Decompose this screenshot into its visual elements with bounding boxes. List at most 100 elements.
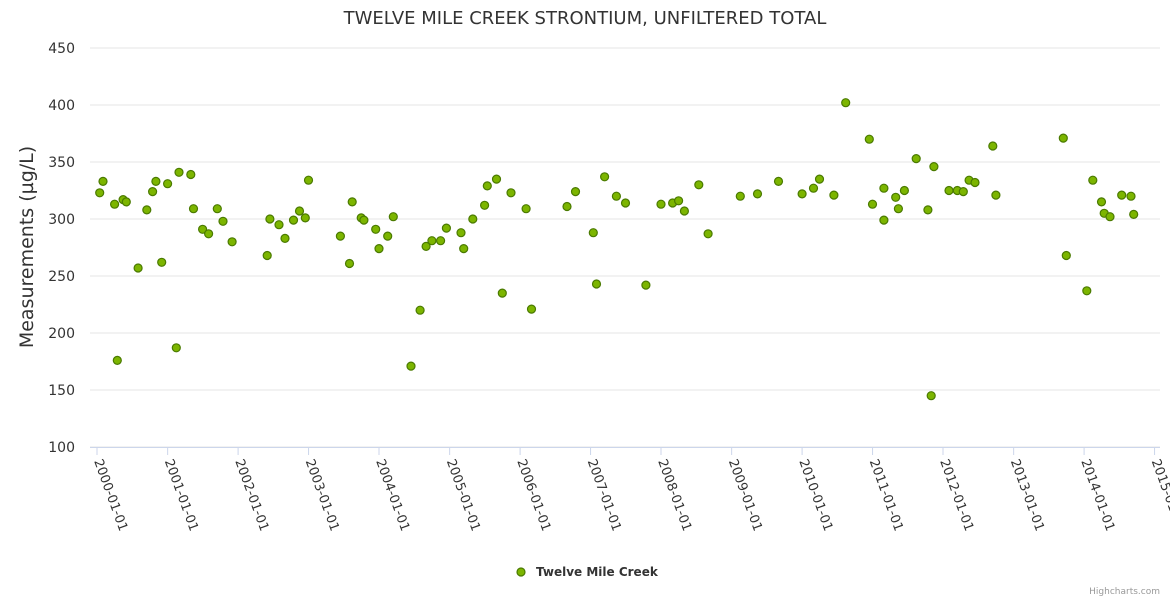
data-point[interactable] — [641, 280, 651, 290]
data-point[interactable] — [157, 257, 167, 267]
data-point[interactable] — [829, 190, 839, 200]
data-point[interactable] — [879, 215, 889, 225]
data-point[interactable] — [294, 206, 305, 216]
data-point[interactable] — [468, 214, 478, 224]
data-point[interactable] — [506, 188, 516, 198]
data-point[interactable] — [406, 361, 416, 371]
data-point[interactable] — [188, 204, 199, 214]
data-point[interactable] — [735, 191, 745, 201]
data-point[interactable] — [1129, 209, 1139, 219]
data-point[interactable] — [944, 185, 954, 196]
data-point[interactable] — [841, 98, 851, 108]
data-point[interactable] — [359, 215, 369, 225]
data-point[interactable] — [703, 229, 713, 239]
data-point[interactable] — [347, 197, 357, 207]
data-point[interactable] — [879, 183, 889, 193]
data-point[interactable] — [620, 198, 631, 208]
data-point[interactable] — [521, 204, 531, 214]
data-point[interactable] — [970, 177, 980, 188]
data-point[interactable] — [151, 176, 161, 186]
data-point[interactable] — [142, 205, 152, 215]
data-point[interactable] — [867, 199, 878, 209]
data-point[interactable] — [300, 213, 310, 223]
data-point[interactable] — [929, 162, 939, 172]
data-point[interactable] — [1096, 197, 1107, 207]
data-point[interactable] — [335, 231, 345, 241]
data-point[interactable] — [611, 191, 622, 201]
data-point[interactable] — [109, 199, 120, 209]
data-point[interactable] — [1082, 286, 1092, 296]
legend-label[interactable]: Twelve Mile Creek — [536, 565, 659, 579]
data-point[interactable] — [797, 189, 807, 199]
data-point[interactable] — [436, 236, 446, 246]
legend[interactable]: Twelve Mile Creek — [516, 565, 659, 579]
data-point[interactable] — [198, 224, 208, 234]
data-point[interactable] — [421, 241, 431, 251]
data-point[interactable] — [958, 187, 968, 197]
data-point[interactable] — [98, 176, 108, 186]
data-point[interactable] — [562, 201, 572, 212]
data-point[interactable] — [121, 197, 131, 207]
data-point[interactable] — [694, 180, 704, 190]
data-point[interactable] — [456, 228, 466, 238]
data-point[interactable] — [459, 244, 469, 254]
data-point[interactable] — [388, 212, 398, 222]
data-point[interactable] — [864, 134, 874, 144]
credits-link[interactable]: Highcharts.com — [1089, 587, 1160, 597]
data-point[interactable] — [599, 172, 610, 182]
data-point[interactable] — [673, 196, 684, 206]
data-point[interactable] — [773, 176, 784, 186]
data-point[interactable] — [926, 391, 936, 401]
data-point[interactable] — [679, 206, 690, 216]
data-point[interactable] — [133, 263, 143, 273]
data-point[interactable] — [480, 200, 490, 210]
data-point[interactable] — [1117, 190, 1127, 200]
data-point[interactable] — [591, 279, 602, 289]
data-point[interactable] — [497, 288, 507, 298]
data-point[interactable] — [371, 224, 381, 234]
data-point[interactable] — [218, 216, 228, 226]
data-point[interactable] — [95, 188, 105, 198]
data-point[interactable] — [174, 167, 184, 177]
data-point[interactable] — [262, 250, 272, 261]
data-point[interactable] — [911, 154, 921, 164]
data-point[interactable] — [588, 228, 598, 238]
data-point[interactable] — [1058, 133, 1068, 143]
data-point[interactable] — [303, 175, 314, 185]
data-point[interactable] — [482, 181, 492, 191]
data-point[interactable] — [893, 204, 904, 214]
data-point[interactable] — [814, 174, 825, 184]
data-point[interactable] — [415, 305, 425, 315]
data-point[interactable] — [1126, 191, 1136, 201]
data-point[interactable] — [991, 190, 1001, 200]
data-point[interactable] — [923, 205, 933, 215]
data-point[interactable] — [344, 258, 355, 269]
data-point[interactable] — [288, 215, 299, 225]
data-point[interactable] — [808, 183, 819, 193]
data-point[interactable] — [899, 185, 910, 196]
data-point[interactable] — [752, 189, 763, 199]
data-point[interactable] — [163, 179, 173, 189]
data-point[interactable] — [204, 229, 214, 239]
data-point[interactable] — [1105, 212, 1115, 222]
data-point[interactable] — [274, 220, 284, 230]
data-point[interactable] — [988, 141, 998, 151]
data-point[interactable] — [112, 355, 122, 365]
data-point[interactable] — [212, 204, 222, 214]
data-point[interactable] — [171, 343, 181, 353]
data-point[interactable] — [1061, 250, 1071, 261]
data-point[interactable] — [227, 237, 237, 247]
data-point[interactable] — [427, 236, 437, 246]
data-point[interactable] — [570, 187, 581, 197]
data-point[interactable] — [891, 192, 901, 202]
data-point[interactable] — [374, 244, 384, 254]
data-point[interactable] — [1088, 175, 1098, 185]
data-point[interactable] — [491, 174, 502, 184]
data-point[interactable] — [526, 304, 537, 314]
data-point[interactable] — [383, 231, 393, 241]
data-point[interactable] — [186, 169, 196, 180]
data-point[interactable] — [148, 187, 158, 197]
data-point[interactable] — [280, 233, 290, 243]
data-point[interactable] — [265, 214, 275, 224]
data-point[interactable] — [441, 223, 451, 233]
